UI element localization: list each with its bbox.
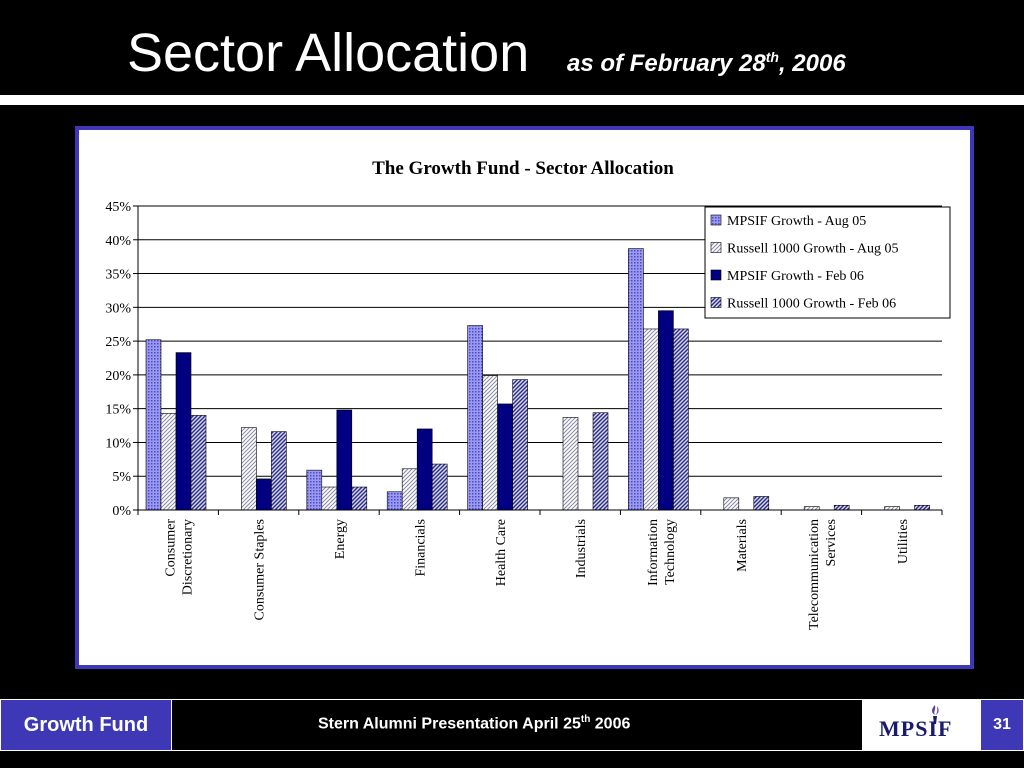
x-category-label: Utilities <box>896 519 911 564</box>
y-tick-label: 30% <box>105 301 131 316</box>
y-tick-label: 15% <box>105 403 131 418</box>
bar-4-9 <box>833 504 850 511</box>
slide-title: Sector Allocation <box>127 23 530 83</box>
y-tick-label: 40% <box>105 234 131 249</box>
legend-entry: Russell 1000 Growth - Feb 06 <box>727 297 896 312</box>
subtitle-sup: th <box>765 49 779 65</box>
bar-3-5 <box>497 403 513 511</box>
x-category-label: Consumer <box>164 519 179 577</box>
slide-subtitle: as of February 28th, 2006 <box>567 49 846 78</box>
chart-title: The Growth Fund - Sector Allocation <box>372 158 674 179</box>
footer-center-main: Stern Alumni Presentation April 25 <box>318 715 581 733</box>
bar-4-1 <box>190 415 207 511</box>
bar-1-5 <box>467 325 483 511</box>
subtitle-end: , 2006 <box>778 50 846 77</box>
footer-presentation-text: Stern Alumni Presentation April 25th 200… <box>318 714 630 733</box>
x-category-label: Services <box>824 519 839 566</box>
footer-center-end: 2006 <box>590 715 631 733</box>
bar-1-4 <box>386 491 403 511</box>
bar-2-10 <box>884 506 900 511</box>
y-tick-label: 20% <box>105 369 131 384</box>
bar-2-4 <box>401 468 418 511</box>
legend-swatch <box>710 242 722 253</box>
chart-axes: 0% 5% 10% 15% 20% 25% 30% 35% 40% 45% Consumer Disc… <box>105 200 943 630</box>
x-category-label: Technology <box>663 519 678 585</box>
bar-4-10 <box>914 504 930 511</box>
footer-fund-label: Growth Fund <box>0 699 172 751</box>
bar-2-3 <box>321 486 338 511</box>
y-tick-label: 5% <box>112 470 131 485</box>
torch-logo-icon <box>932 705 939 724</box>
sector-allocation-chart: The Growth Fund - Sector Allocation 0% 5%… <box>105 158 951 630</box>
mpsif-logo-text: MPSIF <box>879 716 953 741</box>
bar-3-4 <box>416 428 433 511</box>
x-category-label: Industrials <box>574 519 589 578</box>
bar-2-6 <box>562 417 579 511</box>
title-divider <box>0 95 1024 105</box>
bar-1-3 <box>306 469 323 511</box>
y-tick-label: 0% <box>112 504 131 519</box>
title-bar <box>0 0 1024 92</box>
legend-swatch <box>710 297 722 308</box>
bar-4-7 <box>673 328 689 511</box>
legend-entry: Russell 1000 Growth - Aug 05 <box>727 242 899 257</box>
bar-4-2 <box>271 431 287 511</box>
y-tick-label: 45% <box>105 200 131 215</box>
bar-1-7 <box>628 248 644 511</box>
bar-3-1 <box>175 352 192 511</box>
chart-bars <box>145 248 930 511</box>
bar-4-3 <box>351 486 368 511</box>
bar-2-2 <box>241 427 257 511</box>
bar-1-1 <box>145 339 162 511</box>
x-category-label: Health Care <box>494 519 509 586</box>
bar-2-1 <box>160 413 177 511</box>
legend-swatch <box>710 269 722 281</box>
legend-swatch <box>710 214 722 226</box>
x-category-label: Discretionary <box>181 519 196 595</box>
y-tick-label: 25% <box>105 335 131 350</box>
legend-entry: MPSIF Growth - Aug 05 <box>727 214 866 229</box>
x-category-label: Energy <box>333 519 348 559</box>
y-tick-label: 35% <box>105 268 131 283</box>
x-category-label: Consumer Staples <box>253 519 268 621</box>
bar-2-5 <box>482 375 498 511</box>
x-category-label: Telecommunication <box>807 519 822 630</box>
bar-2-9 <box>803 506 820 511</box>
subtitle-main: as of February 28 <box>567 50 766 77</box>
footer-logo-box <box>862 699 980 751</box>
x-category-label: Materials <box>735 519 750 572</box>
y-tick-label: 10% <box>105 436 131 451</box>
bar-2-7 <box>643 328 659 511</box>
bar-4-8 <box>753 496 770 511</box>
bar-2-8 <box>723 497 740 511</box>
bar-3-7 <box>658 310 674 511</box>
bar-4-6 <box>592 412 609 511</box>
bar-4-5 <box>512 379 528 511</box>
page-number: 31 <box>980 699 1024 751</box>
bar-4-4 <box>431 463 448 511</box>
chart-legend: MPSIF Growth - Aug 05 Russell 1000 Growth… <box>704 206 951 319</box>
bar-3-2 <box>256 478 272 511</box>
footer-center-sup: th <box>580 714 591 725</box>
legend-entry: MPSIF Growth - Feb 06 <box>727 269 864 284</box>
x-category-label: Information <box>646 519 661 586</box>
legend-box <box>704 206 951 319</box>
bar-3-3 <box>336 409 353 511</box>
x-category-label: Financials <box>413 519 428 577</box>
footer-center-bar <box>172 699 862 751</box>
